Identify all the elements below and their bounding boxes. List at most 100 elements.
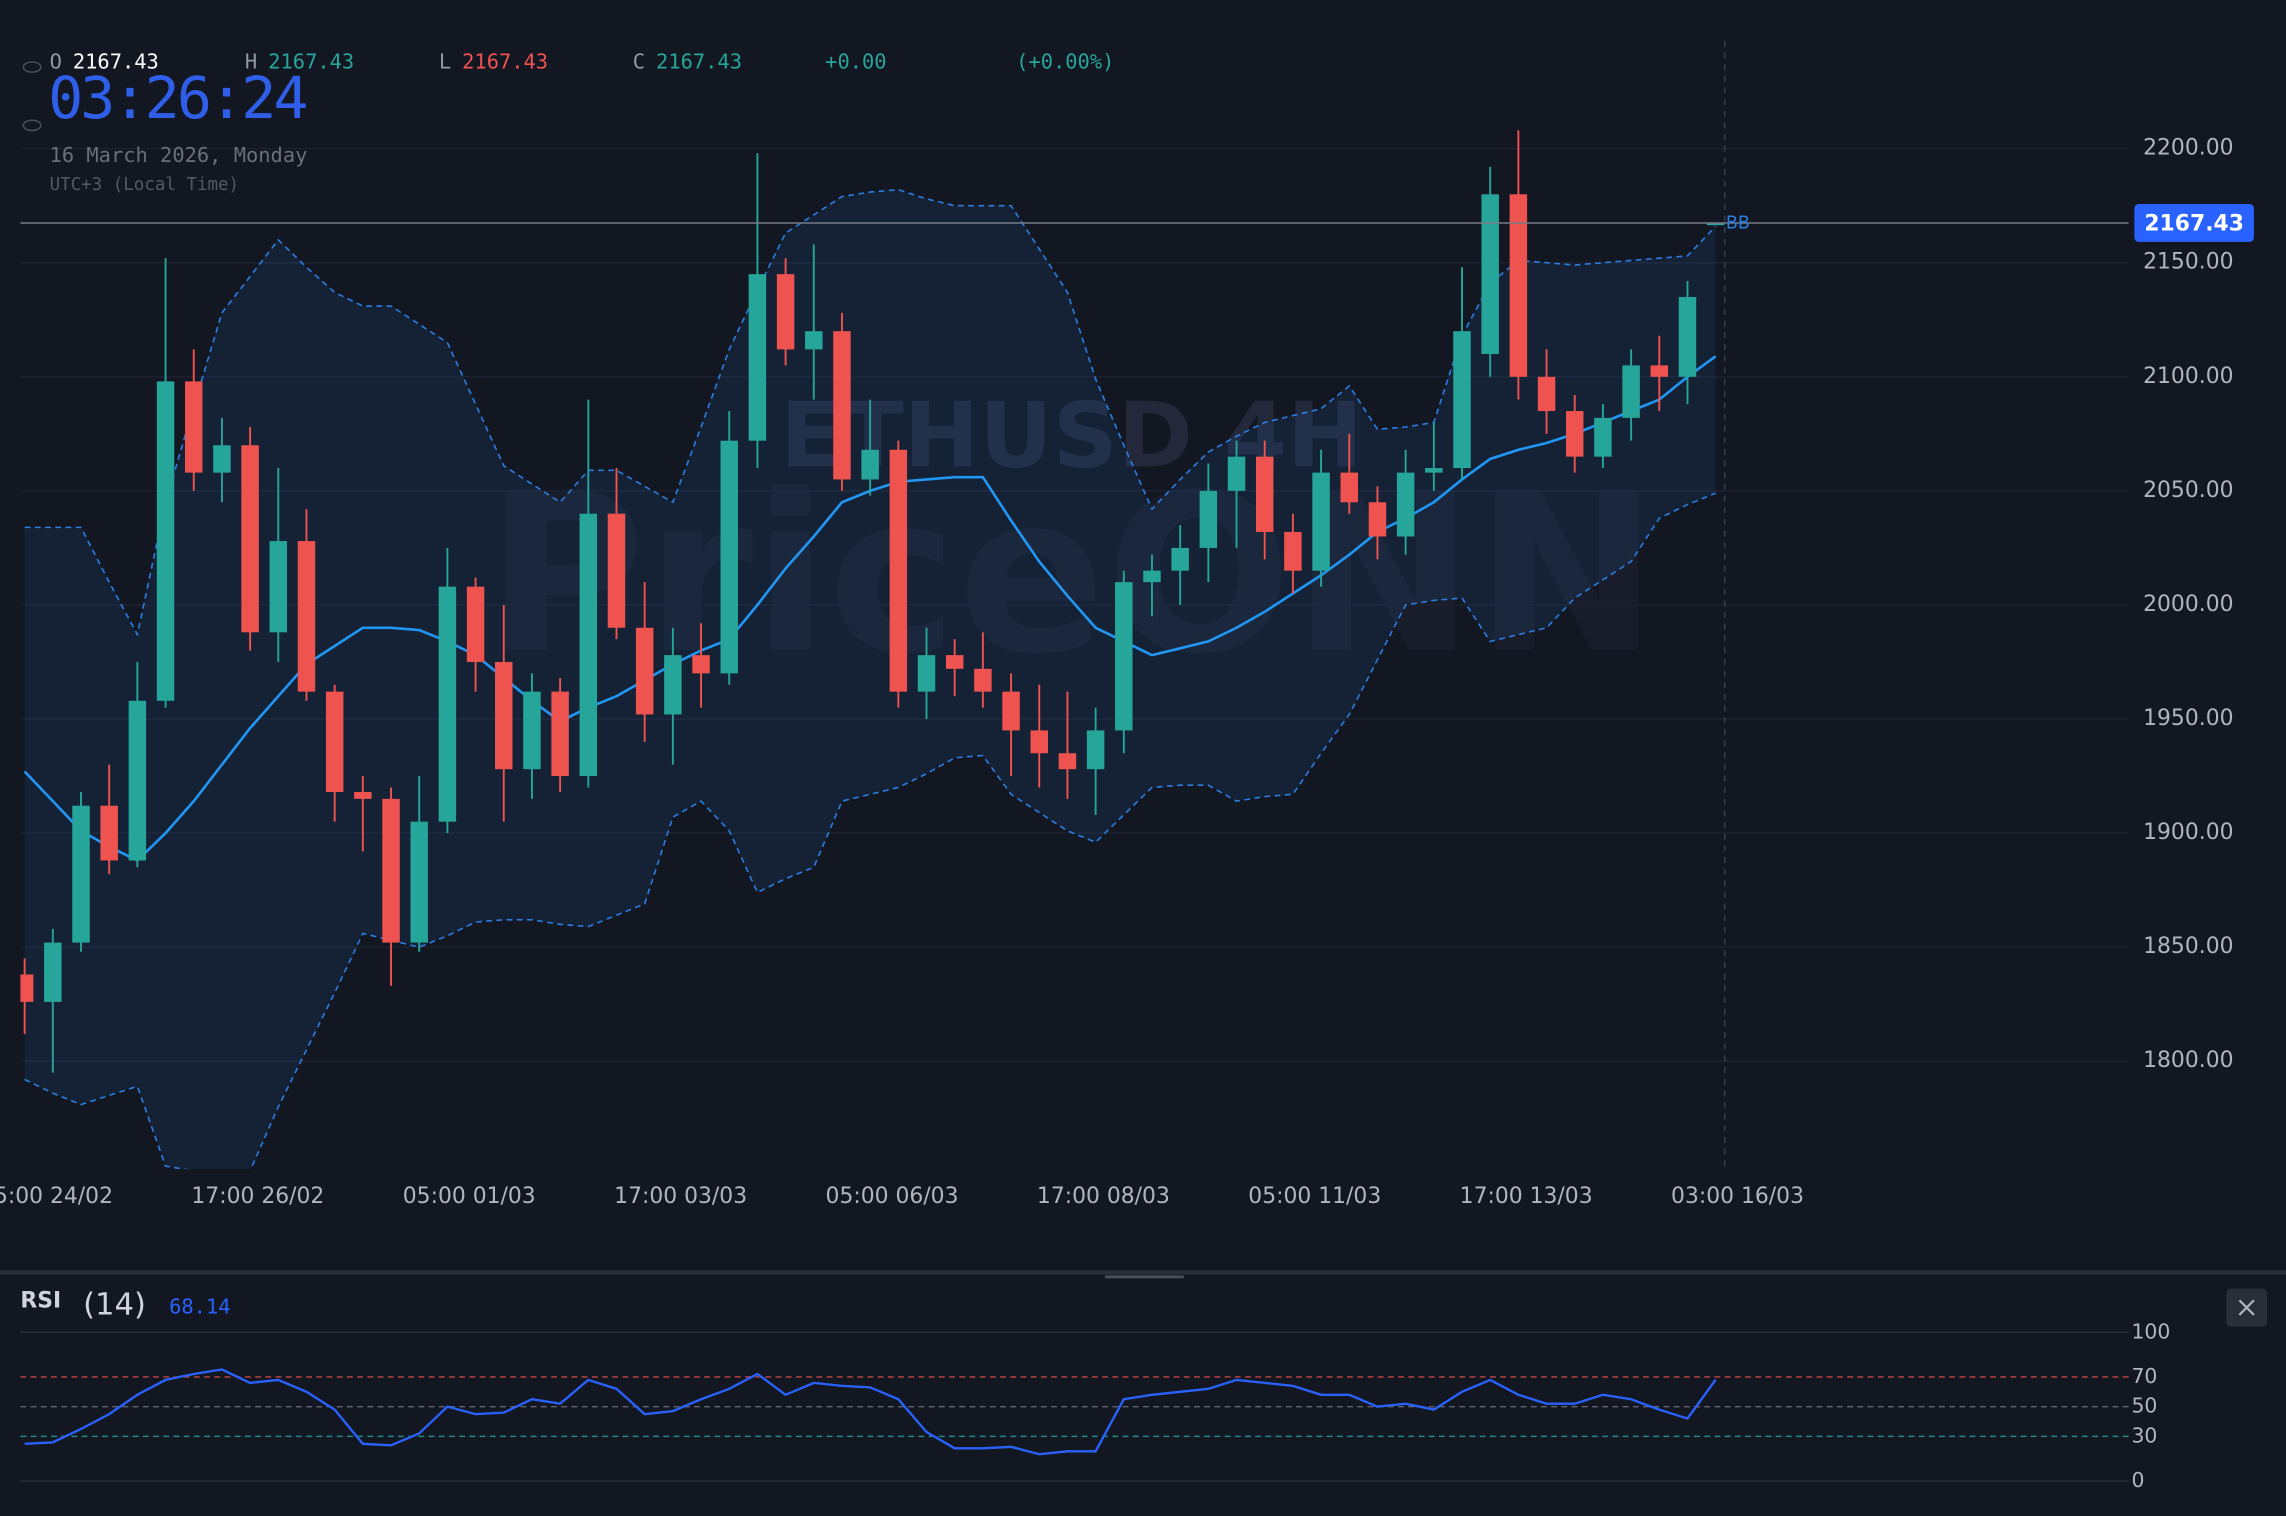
candle-body xyxy=(1509,194,1528,377)
ohlc-key: L xyxy=(439,50,451,74)
candle-body xyxy=(664,655,682,715)
candle-body xyxy=(297,541,316,692)
ohlc-key: O xyxy=(50,50,62,74)
ohlc-key: H xyxy=(245,50,257,74)
y-tick-label: 0 xyxy=(2131,1468,2144,1492)
change-percent: (+0.00%) xyxy=(1016,50,1114,74)
candle-body xyxy=(1368,502,1387,537)
candle-body xyxy=(241,445,259,633)
y-tick-label: 2050.00 xyxy=(2143,478,2233,503)
bollinger-fill xyxy=(24,189,1716,1170)
candle-body xyxy=(1227,456,1246,491)
candle-body xyxy=(974,668,992,692)
candle-body xyxy=(776,274,795,350)
candle-body xyxy=(1255,456,1274,532)
candle-body xyxy=(1537,376,1556,412)
close-button[interactable] xyxy=(2226,1288,2268,1327)
eye-icon[interactable] xyxy=(22,61,42,73)
candle-body xyxy=(1058,753,1077,770)
y-tick-label: 2200.00 xyxy=(2143,136,2233,161)
candle-body xyxy=(382,798,400,943)
clock-timezone: UTC+3 (Local Time) xyxy=(50,175,239,195)
ohlc-value: 2167.43 xyxy=(268,50,354,74)
candle-body xyxy=(748,274,767,441)
candle-body xyxy=(1453,331,1471,469)
candle-body xyxy=(861,449,879,480)
rsi-period: (14) xyxy=(83,1288,146,1323)
y-tick-label: 50 xyxy=(2131,1394,2157,1418)
candle-body xyxy=(156,381,175,701)
eye-icon[interactable] xyxy=(22,119,42,132)
candle-body xyxy=(213,445,231,473)
candle-body xyxy=(72,805,90,943)
candle-body xyxy=(1396,472,1415,537)
candle-body xyxy=(607,513,626,628)
ohlc-value: 2167.43 xyxy=(656,50,742,74)
y-tick-label: 30 xyxy=(2131,1423,2157,1447)
x-tick-label: 17:00 26/02 xyxy=(191,1184,324,1209)
candle-body xyxy=(635,627,654,715)
x-tick-label: 05:00 11/03 xyxy=(1248,1184,1381,1209)
rsi-value: 68.14 xyxy=(169,1295,230,1319)
header: O 2167.43 H 2167.43 L 2167.43 C 2167.43 … xyxy=(22,50,1114,195)
y-tick-label: 2100.00 xyxy=(2143,364,2233,389)
ohlc-key: C xyxy=(633,50,645,74)
y-tick-label: 1950.00 xyxy=(2143,706,2233,731)
close-icon[interactable] xyxy=(2238,1299,2255,1316)
candle-body xyxy=(1115,582,1133,731)
candle-body xyxy=(1143,570,1161,583)
candle-body xyxy=(805,331,823,350)
candle-body xyxy=(1312,472,1330,571)
candle-body xyxy=(466,586,485,662)
candle-body xyxy=(1030,730,1048,754)
x-tick-label: 17:00 13/03 xyxy=(1460,1184,1593,1209)
y-tick-label: 1800.00 xyxy=(2143,1048,2233,1073)
candle-body xyxy=(917,655,936,692)
candle-body xyxy=(720,440,738,674)
candle-body xyxy=(1678,296,1697,377)
change: +0.00 xyxy=(825,50,886,74)
ohlc-value: 2167.43 xyxy=(73,50,159,74)
y-tick-label: 1850.00 xyxy=(2143,934,2233,959)
last-price-label: 2167.43 xyxy=(2144,211,2244,236)
clock-date: 16 March 2026, Monday xyxy=(50,143,308,167)
y-tick-label: 1900.00 xyxy=(2143,820,2233,845)
candle-body xyxy=(1622,365,1640,418)
candle-body xyxy=(1340,472,1359,503)
bollinger-label: BB xyxy=(1726,213,1750,233)
x-tick-label: 17:00 08/03 xyxy=(1037,1184,1170,1209)
candle-body xyxy=(1706,222,1725,226)
candle-body xyxy=(44,942,62,1002)
rsi-line xyxy=(24,1368,1717,1456)
x-tick-label: 05:00 01/03 xyxy=(403,1184,536,1209)
y-tick-label: 100 xyxy=(2131,1319,2170,1343)
candle-body xyxy=(495,661,513,770)
candle-body xyxy=(1594,417,1612,457)
candle-body xyxy=(1481,194,1499,354)
candle-body xyxy=(889,449,908,692)
candle-body xyxy=(100,805,118,861)
x-tick-label: 03:00 16/03 xyxy=(1671,1184,1804,1209)
candle-body xyxy=(1566,411,1584,457)
bollinger-lower xyxy=(24,492,1716,1170)
candle-body xyxy=(833,331,851,480)
candle-body xyxy=(410,821,428,943)
candle-body xyxy=(692,655,710,674)
candle-body xyxy=(354,792,372,799)
candle-body xyxy=(1171,547,1189,571)
candle-body xyxy=(20,974,34,1002)
rsi-pane: RSI (14) 68.14 0 30 50 70 100 xyxy=(20,1288,2170,1492)
candle-body xyxy=(551,691,569,777)
ohlc-value: 2167.43 xyxy=(462,50,548,74)
candle-body xyxy=(1425,468,1443,473)
candle-body xyxy=(325,691,344,793)
axes: 1800.00 1850.00 1900.00 1950.00 2000.00 2050.… xyxy=(0,136,2254,1209)
candle-body xyxy=(1284,531,1302,571)
clock-time: 03:26:24 xyxy=(48,64,306,132)
candle-body xyxy=(1199,490,1218,548)
x-tick-label: 05:00 06/03 xyxy=(826,1184,959,1209)
candle-body xyxy=(185,381,203,473)
price-plot xyxy=(20,130,1725,1170)
